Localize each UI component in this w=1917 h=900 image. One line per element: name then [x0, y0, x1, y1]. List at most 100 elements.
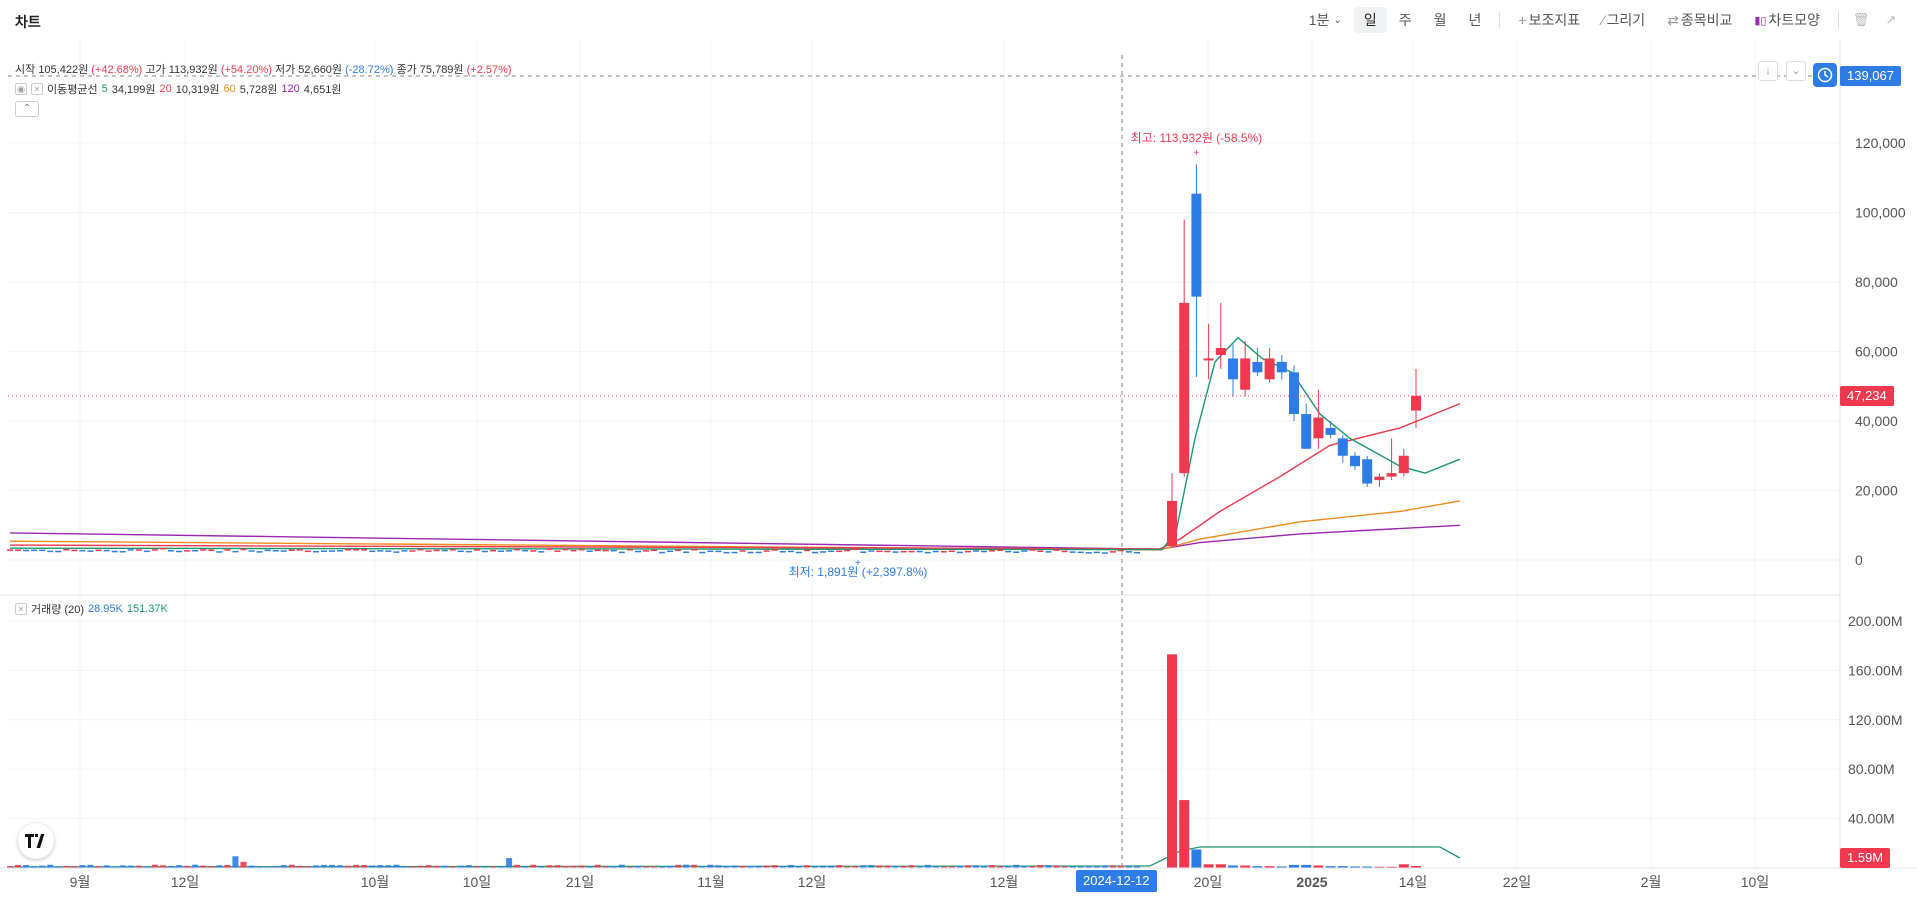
candle [948, 550, 955, 553]
trash-icon[interactable]: 🗑 [1852, 12, 1870, 27]
compare-button[interactable]: ⇄ 종목비교 [1657, 7, 1742, 33]
chart-style-label: 차트모양 [1768, 12, 1820, 28]
period-year[interactable]: 년 [1468, 12, 1482, 28]
open-pct: (+42.68%) [91, 64, 143, 76]
volume-bar [715, 865, 722, 868]
volume-bar [79, 865, 86, 868]
close-icon[interactable]: × [15, 603, 27, 615]
interval-dropdown[interactable]: 1분 ⌄ [1299, 7, 1352, 33]
volume-last-tag: 1.59M [1840, 848, 1891, 868]
volume-bar [87, 864, 94, 868]
volume-bar [1093, 866, 1100, 868]
volume-bar [135, 865, 142, 868]
volume-bar [739, 865, 746, 868]
volume-bar [779, 866, 786, 868]
candle [602, 549, 609, 552]
price-tick-label: 20,000 [1855, 483, 1898, 499]
collapse-icon[interactable]: ↗ [1885, 12, 1897, 27]
candle-icon: ▮▯ [1754, 14, 1767, 27]
ma60-period: 60 [223, 83, 236, 95]
low-pct: (-28.72%) [345, 64, 394, 76]
candle [329, 550, 335, 552]
price-tick-label: 60,000 [1855, 344, 1898, 360]
candle [79, 549, 86, 552]
legend-collapse-button[interactable]: ⌃ [15, 101, 39, 117]
chart-style-button[interactable]: ▮▯ 차트모양 [1744, 7, 1830, 33]
time-tick-label: 22일 [1503, 874, 1531, 890]
candle [1061, 550, 1068, 553]
tradingview-logo[interactable] [18, 823, 54, 859]
ma5-period: 5 [101, 83, 108, 95]
price-tick-label: 80,000 [1855, 274, 1898, 290]
period-week[interactable]: 주 [1398, 12, 1412, 28]
candle [417, 548, 424, 551]
down-arrow-icon[interactable]: ↓ [1758, 61, 1778, 81]
ma120-value: 4,651원 [303, 84, 342, 96]
candle [1109, 551, 1116, 553]
close-icon[interactable]: × [31, 83, 43, 95]
eye-icon[interactable]: ◉ [15, 83, 27, 95]
time-tick-label: 11월 [697, 874, 724, 890]
candle [989, 550, 996, 552]
volume-bar [1313, 865, 1324, 868]
candle [820, 551, 827, 553]
candle [892, 551, 899, 553]
candle [1276, 361, 1287, 373]
candle [473, 549, 480, 551]
price-tick-label: 0 [1855, 552, 1863, 568]
volume-bar [594, 864, 601, 868]
candle [522, 549, 529, 552]
period-day[interactable]: 일 [1353, 7, 1387, 33]
ma20-period: 20 [159, 83, 172, 95]
candle [23, 549, 30, 552]
volume-bar [465, 865, 472, 868]
candle [1179, 302, 1190, 474]
low-marker: + [855, 558, 861, 569]
candle [200, 549, 207, 551]
indicator-button[interactable]: + 보조지표 [1508, 7, 1590, 33]
volume-bar [208, 866, 215, 868]
candle [723, 551, 730, 554]
candle [1313, 417, 1324, 439]
volume-bar [562, 865, 569, 868]
chart-title: 차트 [15, 14, 41, 30]
volume-bar [1228, 865, 1238, 868]
candle [168, 550, 174, 552]
period-month[interactable]: 월 [1433, 12, 1447, 28]
volume-bar [892, 866, 899, 868]
chevron-down-icon[interactable]: ⌄ [1786, 61, 1806, 81]
candle [1013, 551, 1020, 553]
candle [1386, 473, 1397, 477]
volume-bar [828, 865, 835, 868]
candle [1301, 414, 1312, 449]
ohlc-legend: 시작 105,422원 (+42.68%) 고가 113,932원 (+54.2… [15, 61, 512, 77]
ma120-period: 120 [281, 83, 300, 95]
candle [747, 551, 754, 554]
volume-bar [1029, 866, 1036, 868]
volume-bar [538, 866, 545, 868]
clock-icon[interactable] [1813, 63, 1837, 87]
low-value: 52,660원 [298, 64, 343, 76]
candle [1077, 551, 1084, 554]
volume-bar [248, 865, 255, 868]
candle [232, 550, 239, 553]
candle [481, 550, 488, 553]
candle [787, 550, 794, 553]
volume-bar [634, 865, 641, 868]
toolbar-divider [1838, 12, 1839, 28]
candle [1362, 459, 1373, 484]
candle [514, 548, 521, 551]
volume-bar [1240, 865, 1251, 868]
high-label: 고가 [145, 64, 166, 76]
volume-bar [1289, 864, 1299, 868]
candle [15, 549, 22, 551]
last-price-tag: 47,234 [1840, 386, 1894, 406]
volume-bar [47, 864, 54, 868]
drawing-button[interactable]: ⁄ 그리기 [1592, 7, 1655, 33]
volume-bar [610, 866, 617, 868]
candle [715, 550, 722, 553]
candle [868, 550, 875, 552]
volume-bar [1117, 865, 1124, 868]
candle [216, 551, 223, 553]
